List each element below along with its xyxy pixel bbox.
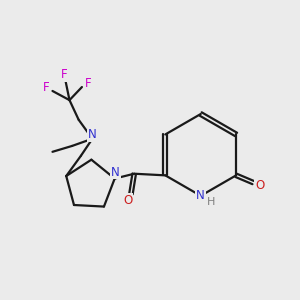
Text: N: N [88, 128, 97, 141]
Text: H: H [207, 197, 215, 207]
Text: N: N [111, 166, 120, 178]
Text: O: O [123, 194, 132, 207]
Text: F: F [43, 81, 50, 94]
Text: O: O [255, 179, 264, 192]
Text: N: N [196, 189, 205, 202]
Text: F: F [61, 68, 67, 81]
Text: F: F [85, 76, 91, 90]
